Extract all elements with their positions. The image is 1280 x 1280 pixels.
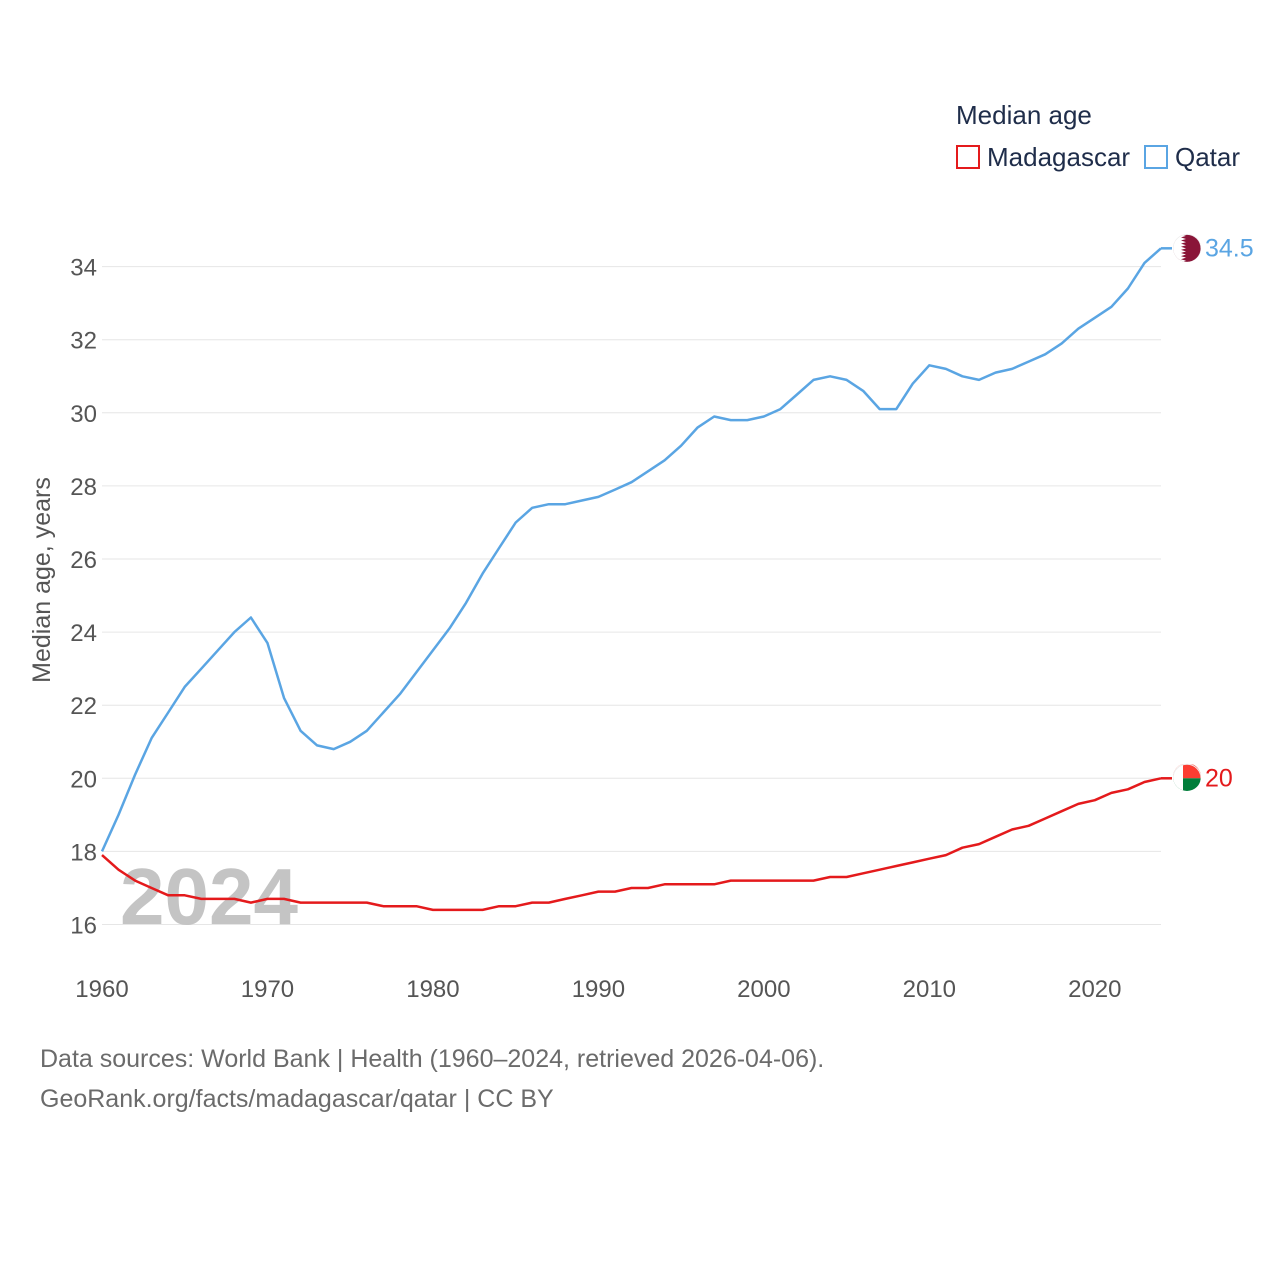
- y-tick-label: 34: [70, 255, 97, 282]
- series-lines: [100, 247, 1162, 912]
- x-tick-label: 2010: [903, 976, 956, 1003]
- legend-swatch-qatar: [1144, 145, 1168, 169]
- y-tick-label: 24: [70, 620, 97, 647]
- y-tick-label: 22: [70, 693, 97, 720]
- madagascar-flag-icon: [1173, 763, 1201, 791]
- y-tick-label: 30: [70, 401, 97, 428]
- year-watermark: 2024: [120, 852, 298, 941]
- y-tick-label: 16: [70, 913, 97, 940]
- end-value-label-madagascar: 20: [1205, 764, 1233, 792]
- end-value-label-qatar: 34.5: [1205, 234, 1254, 262]
- x-tick-label: 2020: [1068, 976, 1121, 1003]
- legend-label-madagascar: Madagascar: [987, 142, 1130, 172]
- y-tick-label: 32: [70, 328, 97, 355]
- x-tick-label: 2000: [737, 976, 790, 1003]
- legend: Median age Madagascar Qatar: [956, 100, 1240, 172]
- footer-sources: Data sources: World Bank | Health (1960–…: [40, 1045, 825, 1073]
- gridlines: [102, 266, 1161, 925]
- x-axis-ticks: 1960 1970 1980 1990 2000 2010 2020: [75, 976, 1121, 1003]
- legend-label-qatar: Qatar: [1175, 142, 1240, 172]
- y-axis-label: Median age, years: [28, 477, 56, 683]
- qatar-flag-icon: [1173, 234, 1201, 262]
- y-tick-label: 20: [70, 766, 97, 793]
- legend-title: Median age: [956, 100, 1092, 130]
- y-tick-label: 28: [70, 474, 97, 501]
- legend-item-qatar[interactable]: Qatar: [1144, 142, 1240, 172]
- x-tick-label: 1970: [241, 976, 294, 1003]
- footer-attribution[interactable]: GeoRank.org/facts/madagascar/qatar | CC …: [40, 1085, 554, 1113]
- y-axis-ticks: 16 18 20 22 24 26 28 30 32 34: [70, 255, 97, 940]
- legend-swatch-madagascar: [956, 145, 980, 169]
- x-tick-label: 1960: [75, 976, 128, 1003]
- legend-item-madagascar[interactable]: Madagascar: [956, 142, 1130, 172]
- x-tick-label: 1980: [406, 976, 459, 1003]
- series-line-madagascar[interactable]: [101, 777, 1162, 912]
- y-tick-label: 18: [70, 839, 97, 866]
- series-endpoints: 20 34.5: [1161, 234, 1254, 792]
- x-tick-label: 1990: [572, 976, 625, 1003]
- y-tick-label: 26: [70, 547, 97, 574]
- series-line-qatar[interactable]: [100, 247, 1162, 852]
